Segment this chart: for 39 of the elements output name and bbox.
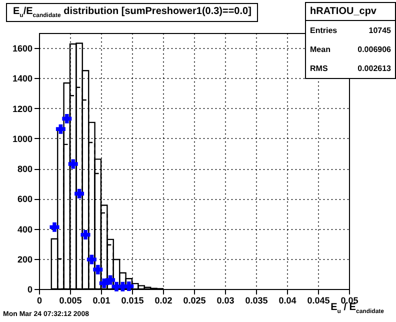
point — [68, 159, 78, 169]
text: hRATIOU_cpv — [306, 3, 395, 21]
y-tick-label: 1000 — [12, 134, 32, 144]
x-tick-label: 0.05 — [340, 296, 358, 306]
text: 10745 — [368, 26, 391, 35]
x-tick-label: 0.04 — [278, 296, 296, 306]
y-tick-label: 1600 — [12, 44, 32, 54]
x-tick-label: 0.015 — [121, 296, 144, 306]
y-tick-label: 0 — [27, 284, 32, 294]
annotation: RMS — [310, 64, 328, 73]
x-tick-label: 0.045 — [307, 296, 330, 306]
chart-title: E$_{u}$/E$_{candidate}$ distribution [sumPreshower1(0.3)==0.0] — [6, 3, 258, 22]
point — [93, 264, 103, 274]
point — [80, 230, 90, 240]
point — [62, 114, 72, 124]
x-tick-label: 0.025 — [183, 296, 206, 306]
annotation: Mean — [310, 45, 330, 54]
point — [99, 278, 109, 288]
point — [50, 222, 60, 232]
point — [86, 254, 96, 264]
x-tick-label: 0.01 — [92, 296, 110, 306]
x-tick-label: 0.03 — [216, 296, 234, 306]
point — [106, 275, 116, 285]
text: 0.006906 — [358, 45, 391, 54]
x-tick-label: 0 — [36, 296, 42, 306]
x-tick-label: 0.005 — [59, 296, 82, 306]
x-tick-label: 0.02 — [154, 296, 172, 306]
point — [56, 124, 66, 134]
y-tick-label: 400 — [17, 224, 32, 234]
point — [124, 282, 134, 292]
x-tick-label: 0.035 — [245, 296, 268, 306]
y-tick-label: 600 — [17, 194, 32, 204]
y-tick-label: 1400 — [12, 74, 32, 84]
text: 0.002613 — [358, 64, 391, 73]
point — [74, 188, 84, 198]
y-tick-label: 800 — [17, 164, 32, 174]
annotation: Entries — [310, 26, 338, 35]
y-tick-label: 1200 — [12, 104, 32, 114]
y-tick-label: 200 — [17, 254, 32, 264]
